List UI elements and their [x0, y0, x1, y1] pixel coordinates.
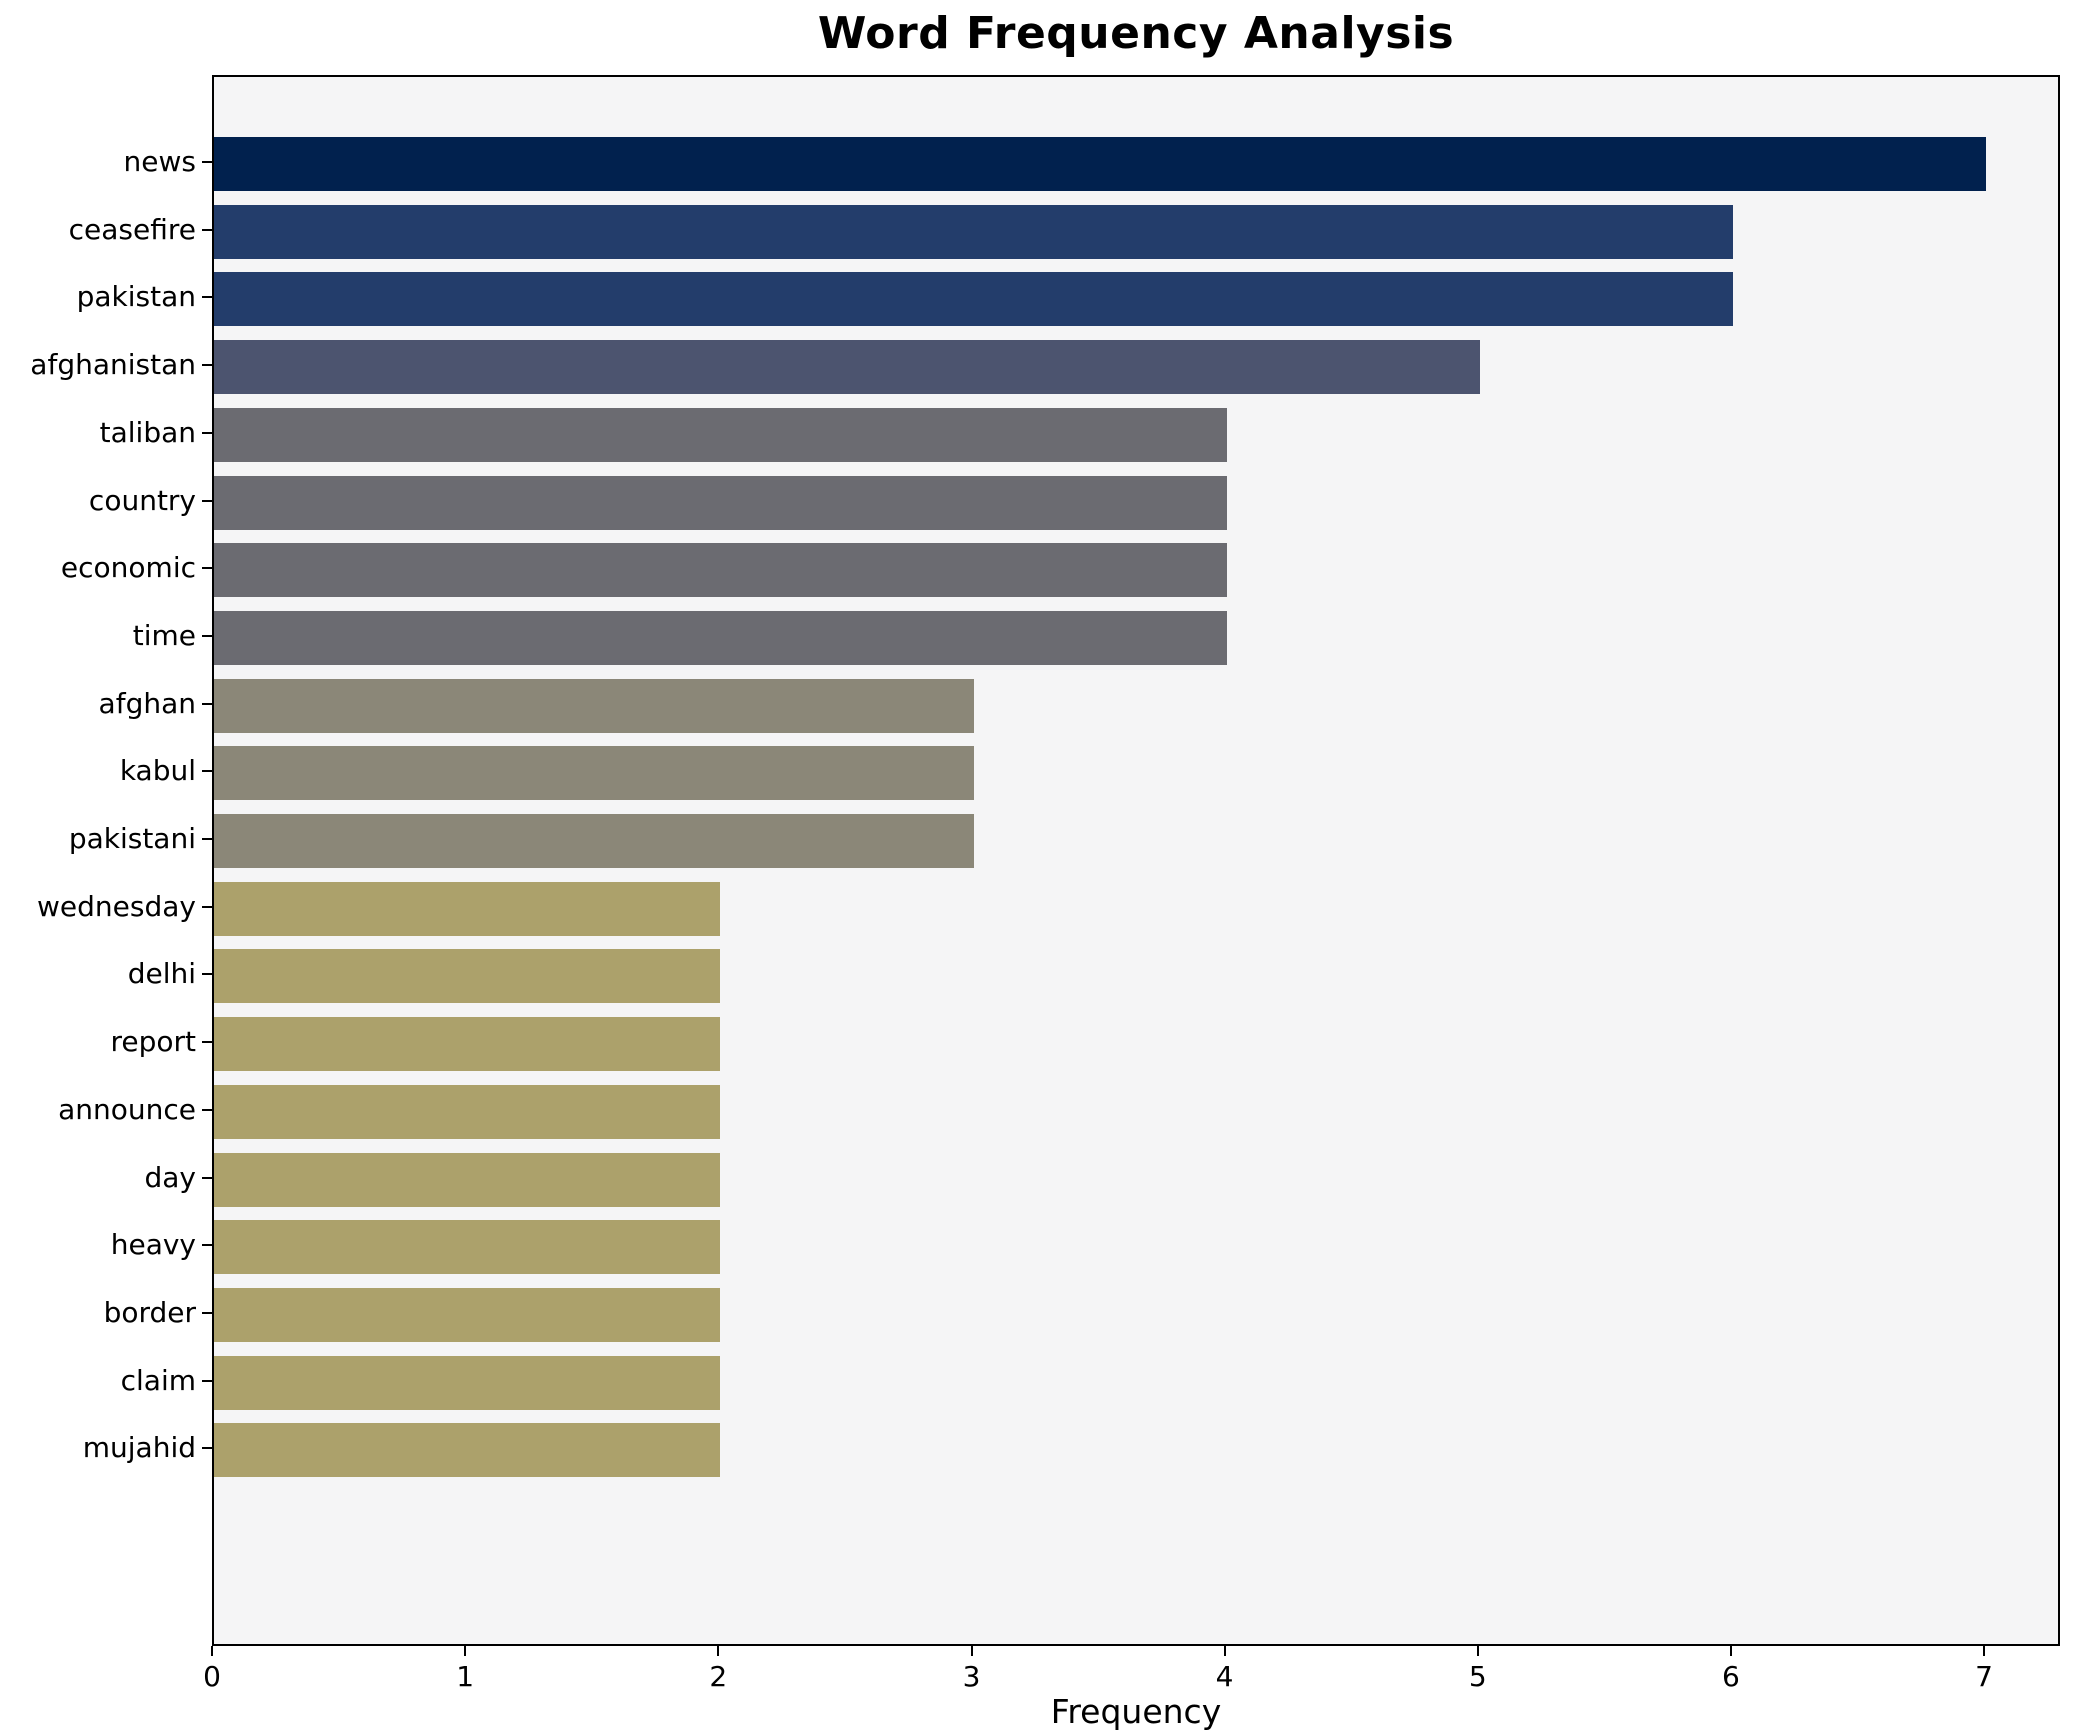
y-tick-label-pakistan: pakistan: [76, 280, 196, 314]
y-tick-mark: [202, 567, 212, 570]
y-tick-mark: [202, 838, 212, 840]
bar-mujahid: [214, 1423, 721, 1478]
bar-announce: [214, 1084, 721, 1139]
x-tick-label-3: 3: [962, 1660, 981, 1693]
y-tick-mark: [202, 702, 212, 705]
y-tick-mark: [202, 1108, 212, 1111]
y-tick-mark: [202, 1311, 212, 1314]
y-tick-label-heavy: heavy: [110, 1228, 196, 1262]
x-tick-mark: [1983, 1646, 1986, 1656]
y-tick-mark: [202, 1176, 212, 1179]
y-tick-label-kabul: kabul: [119, 754, 196, 788]
y-tick-label-claim: claim: [120, 1363, 196, 1397]
bar-afghan: [214, 678, 974, 733]
bar-country: [214, 475, 1227, 530]
bar-day: [214, 1152, 721, 1207]
y-tick-label-wednesday: wednesday: [37, 889, 196, 923]
y-tick-mark: [202, 1041, 212, 1044]
y-tick-mark: [202, 228, 212, 231]
bar-taliban: [214, 407, 1227, 462]
y-tick-label-pakistani: pakistani: [68, 822, 196, 855]
bar-afghanistan: [214, 340, 1480, 395]
y-tick-mark: [202, 296, 212, 299]
plot-area: [212, 75, 2060, 1646]
bar-economic: [214, 543, 1227, 598]
x-tick-mark: [717, 1646, 720, 1656]
y-tick-mark: [202, 1379, 212, 1382]
y-tick-label-announce: announce: [58, 1092, 196, 1126]
x-tick-mark: [970, 1646, 973, 1656]
bar-kabul: [214, 746, 974, 801]
x-tick-mark: [211, 1646, 213, 1656]
bar-ceasefire: [214, 204, 1733, 259]
x-tick-label-5: 5: [1468, 1660, 1487, 1693]
x-tick-label-1: 1: [456, 1660, 475, 1693]
bar-time: [214, 610, 1227, 665]
x-tick-mark: [1729, 1646, 1732, 1656]
y-tick-mark: [202, 905, 212, 908]
y-tick-label-afghan: afghan: [98, 686, 196, 720]
x-axis-label: Frequency: [1050, 1692, 1222, 1731]
y-tick-mark: [202, 770, 212, 773]
y-tick-mark: [202, 499, 212, 502]
bar-news: [214, 137, 1987, 191]
y-tick-label-afghanistan: afghanistan: [30, 348, 196, 382]
y-tick-mark: [202, 1447, 212, 1450]
x-tick-label-2: 2: [709, 1660, 728, 1693]
y-tick-mark: [202, 1244, 212, 1247]
y-tick-label-mujahid: mujahid: [82, 1431, 196, 1465]
y-tick-label-border: border: [103, 1295, 196, 1329]
y-tick-mark: [202, 634, 212, 637]
y-tick-label-country: country: [88, 483, 196, 517]
bar-delhi: [214, 949, 721, 1004]
x-tick-label-4: 4: [1215, 1660, 1234, 1693]
y-tick-label-report: report: [110, 1025, 196, 1059]
bar-wednesday: [214, 881, 721, 936]
y-tick-label-day: day: [144, 1160, 196, 1194]
bar-border: [214, 1287, 721, 1342]
x-tick-mark: [1476, 1646, 1479, 1656]
y-tick-label-time: time: [132, 618, 196, 652]
y-tick-label-news: news: [123, 145, 196, 178]
bar-heavy: [214, 1220, 721, 1275]
x-tick-label-6: 6: [1721, 1660, 1740, 1693]
chart-title: Word Frequency Analysis: [817, 8, 1455, 59]
bar-pakistani: [214, 814, 974, 868]
bar-report: [214, 1017, 721, 1072]
y-tick-label-taliban: taliban: [99, 415, 196, 449]
bar-claim: [214, 1355, 721, 1410]
x-tick-mark: [1223, 1646, 1226, 1656]
y-tick-mark: [202, 161, 212, 163]
y-tick-label-economic: economic: [60, 551, 196, 585]
x-tick-label-0: 0: [203, 1660, 221, 1693]
y-tick-label-ceasefire: ceasefire: [68, 212, 196, 246]
y-tick-label-delhi: delhi: [127, 957, 196, 991]
x-tick-mark: [464, 1646, 467, 1656]
bar-pakistan: [214, 272, 1733, 327]
y-tick-mark: [202, 973, 212, 976]
y-tick-mark: [202, 364, 212, 367]
x-tick-label-7: 7: [1975, 1660, 1994, 1693]
y-tick-mark: [202, 431, 212, 434]
